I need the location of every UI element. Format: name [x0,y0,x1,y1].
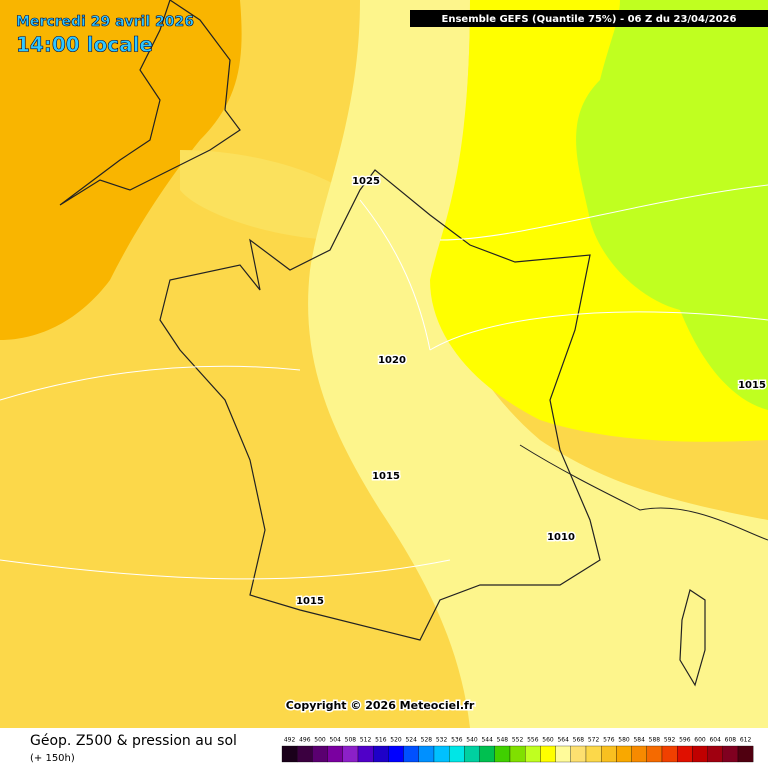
pale-area [180,150,360,240]
scale-swatch [509,745,526,763]
scale-label: 536 [451,737,463,744]
scale-swatch [327,745,343,763]
scale-label: 588 [649,737,661,744]
isobars [0,184,768,580]
scale-label: 508 [345,737,357,744]
scale-swatch [737,745,754,763]
scale-swatch [433,745,450,763]
footer-title: Géop. Z500 & pression au sol [30,733,237,749]
scale-label: 532 [436,737,448,744]
copyright: Copyright © 2026 Meteociel.fr [286,699,475,712]
scale-label: 608 [725,737,737,744]
scale-swatch [479,745,495,763]
scale-label: 576 [603,737,615,744]
britain-outline [59,0,241,206]
model-text: Ensemble GEFS (Quantile 75%) - 06 Z du 2… [442,14,737,25]
isobar-label: 1025 [352,176,380,187]
green-area [576,0,768,410]
scale-swatch [312,745,328,763]
scale-label: 540 [466,737,478,744]
footer-lead: (+ 150h) [30,753,75,764]
coast-italy [519,444,768,541]
scale-swatch [692,745,708,763]
scale-label: 520 [390,737,402,744]
scale-swatch [464,745,480,763]
scale-swatch [722,745,739,763]
scale-label: 612 [740,737,752,744]
scale-label: 548 [497,737,509,744]
scale-label: 552 [512,737,524,744]
scale-swatch [357,745,374,763]
scale-label: 492 [284,737,296,744]
light-yellow-area [308,0,768,728]
scale-label: 556 [527,737,539,744]
scale-swatch [540,745,556,763]
scale-label: 592 [664,737,676,744]
scale-swatch [677,745,693,763]
scale-swatch [403,745,419,763]
isobar-label: 1015 [372,471,400,482]
isobar-label: 1015 [738,380,766,391]
isobar-label: 1010 [547,532,575,543]
scale-swatch [616,745,632,763]
scale-swatch [646,745,663,763]
orange-area [0,0,242,340]
scale-label: 584 [633,737,645,744]
france-outline [159,169,601,641]
scale-swatch [388,745,404,763]
scale-swatch [707,745,723,763]
scale-label: 564 [557,737,569,744]
scale-swatch [373,745,389,763]
scale-label: 544 [481,737,493,744]
scale-label: 496 [299,737,311,744]
date-text: Mercredi 29 avril 2026 [16,14,194,30]
model-banner [410,10,768,27]
time-text: 14:00 locale [16,33,153,57]
scale-swatch [297,745,313,763]
isobar-label: 1015 [296,596,324,607]
scale-label: 504 [329,737,341,744]
scale-label: 580 [618,737,630,744]
scale-swatch [570,745,587,763]
scale-swatch [525,745,541,763]
scale-label: 568 [573,737,585,744]
scale-label: 512 [360,737,372,744]
scale-label: 516 [375,737,387,744]
scale-label: 528 [421,737,433,744]
scale-swatch [494,745,511,763]
scale-label: 560 [542,737,554,744]
scale-swatch [585,745,602,763]
scale-swatch [631,745,647,763]
corsica-outline [679,589,706,687]
scale-label: 604 [709,737,721,744]
scale-swatch [449,745,465,763]
scale-swatch [342,745,359,763]
scale-swatch [601,745,617,763]
scale-swatch [418,745,435,763]
scale-swatch [555,745,571,763]
scale-label: 500 [314,737,326,744]
scale-label: 524 [405,737,417,744]
scale-label: 600 [694,737,706,744]
scale-swatch [661,745,678,763]
isobar-label: 1020 [378,355,406,366]
scale-label: 596 [679,737,691,744]
scale-swatch [281,745,298,763]
scale-label: 572 [588,737,600,744]
